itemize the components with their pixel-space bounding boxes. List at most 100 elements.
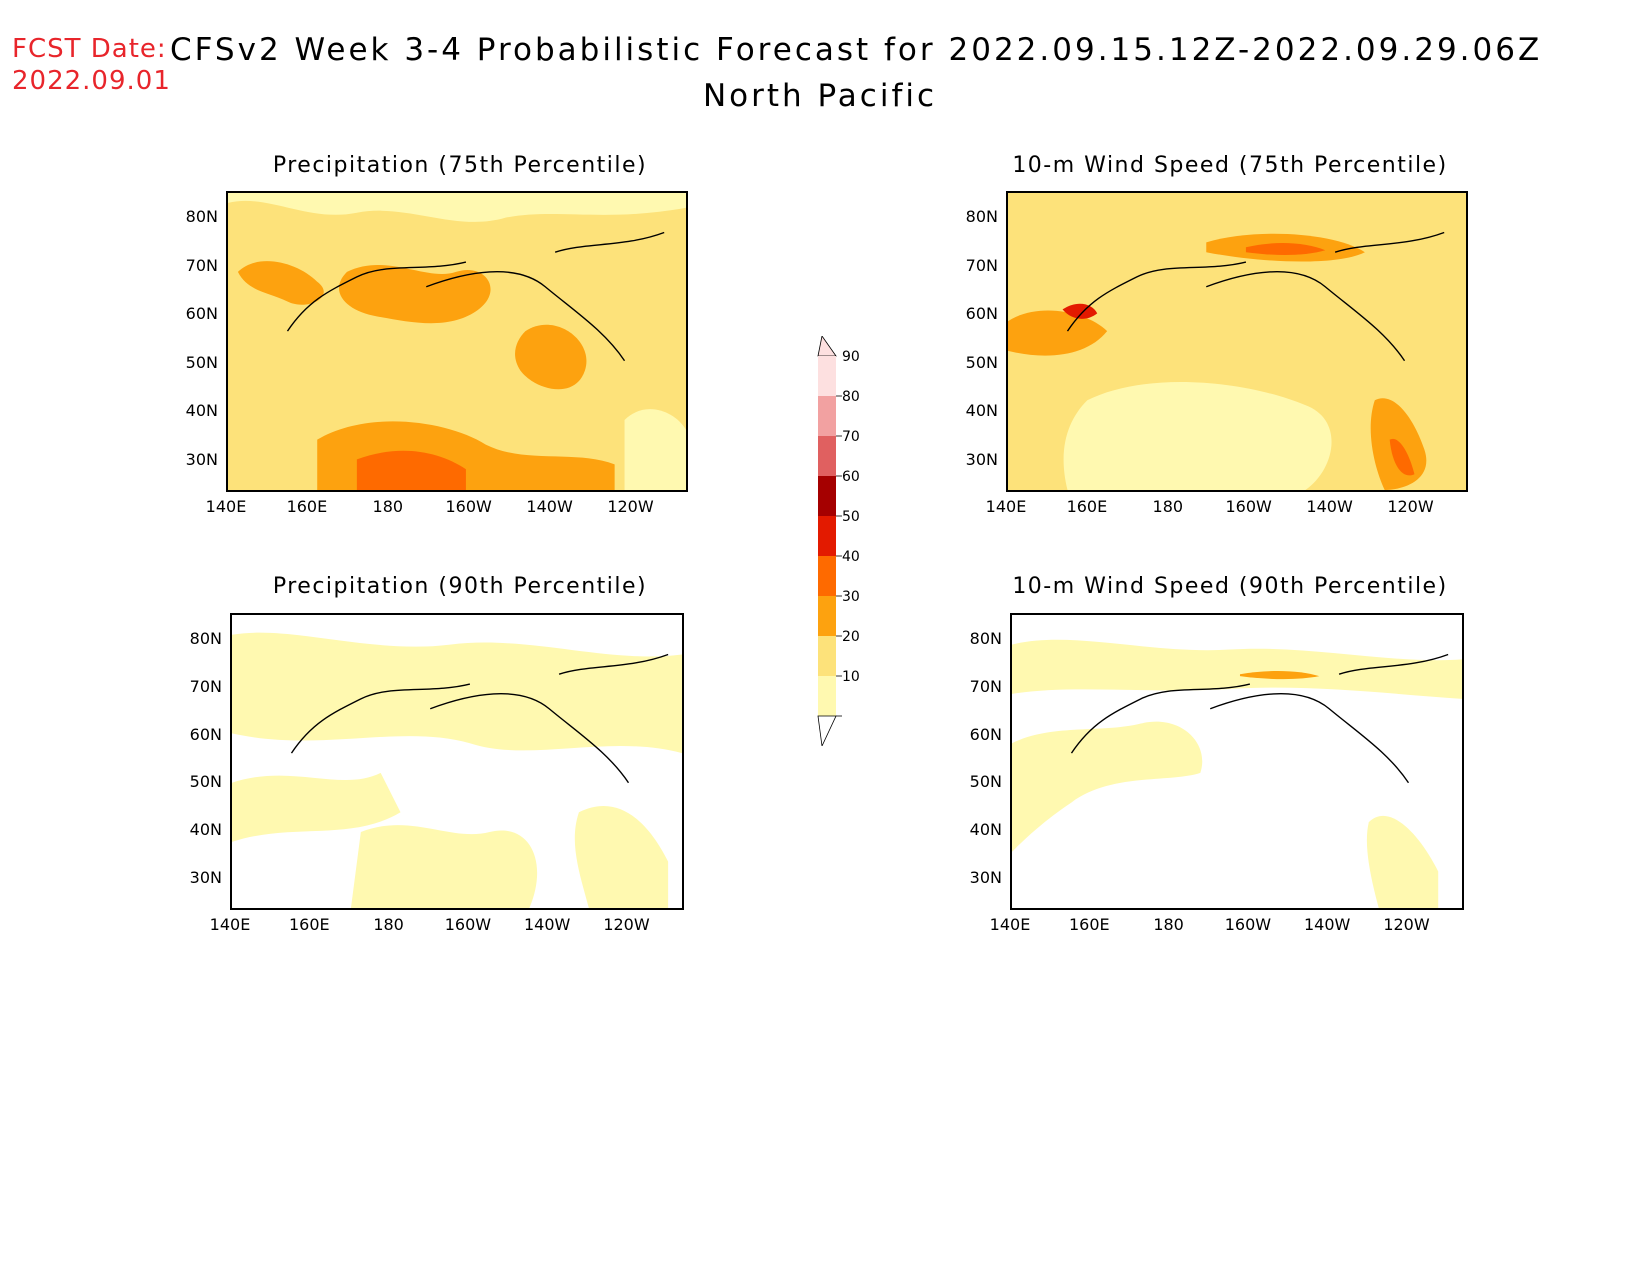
colorbar-label: 90 [842, 349, 860, 365]
map-precip-75 [226, 191, 688, 492]
lon-tick-label: 120W [603, 915, 650, 934]
lon-tick-label: 160E [286, 497, 328, 516]
lon-tick-label: 120W [607, 497, 654, 516]
coastline [1070, 683, 1251, 754]
fcst-date-value: 2022.09.01 [12, 66, 171, 96]
lon-tick-label: 160W [444, 915, 492, 934]
contour-low [1063, 381, 1332, 490]
lat-tick-label: 80N [189, 629, 222, 648]
contour-low [1366, 815, 1439, 908]
colorbar-segment [818, 436, 836, 476]
lat-tick-label: 70N [185, 255, 218, 275]
colorbar-segment [818, 636, 836, 676]
colorbar-label: 40 [842, 549, 860, 565]
colorbar-label: 70 [842, 429, 860, 445]
contour-high [1245, 243, 1326, 255]
coastline [554, 231, 665, 253]
contour-low [228, 193, 686, 222]
panel-title-wind-90: 10-m Wind Speed (90th Percentile) [1012, 574, 1448, 599]
lon-tick-label: 180 [1152, 497, 1184, 516]
lat-tick-label: 40N [965, 401, 998, 421]
coastline [426, 271, 626, 362]
lat-tick-label: 50N [185, 352, 218, 372]
lat-tick-label: 40N [969, 820, 1002, 840]
contour-mid [338, 264, 491, 324]
lon-tick-label: 140E [985, 497, 1027, 516]
map-wind-75 [1006, 191, 1468, 492]
colorbar-segment [818, 396, 836, 436]
colorbar-top-arrow [817, 335, 837, 357]
coastline [1066, 261, 1247, 332]
colorbar-segment [818, 476, 836, 516]
lon-tick-label: 180 [372, 497, 404, 516]
colorbar-label: 30 [842, 589, 860, 605]
lat-tick-label: 30N [189, 868, 222, 887]
contour-low [232, 632, 682, 754]
lon-tick-label: 160W [1224, 915, 1272, 934]
lon-tick-label: 140E [209, 915, 251, 934]
region-title: North Pacific [702, 78, 938, 114]
colorbar-segment [818, 596, 836, 636]
panel-title-precip-75: Precipitation (75th Percentile) [272, 153, 648, 178]
lat-tick-label: 60N [969, 724, 1002, 744]
lon-tick-label: 140E [989, 915, 1031, 934]
colorbar-label: 60 [842, 469, 860, 485]
colorbar-segment [818, 356, 836, 396]
lat-tick-label: 60N [185, 304, 218, 324]
lat-tick-label: 50N [189, 772, 222, 792]
panel-title-precip-90: Precipitation (90th Percentile) [272, 574, 648, 599]
colorbar-bottom-arrow [817, 715, 837, 748]
lon-tick-label: 140W [1306, 497, 1353, 516]
coastline [429, 693, 630, 784]
colorbar-segment [818, 556, 836, 596]
contour-low [1012, 639, 1462, 699]
colorbar-label: 10 [842, 669, 860, 685]
colorbar-graphic [817, 335, 842, 748]
lat-tick-label: 80N [185, 207, 218, 226]
lat-tick-label: 30N [969, 868, 1002, 887]
coastline [558, 653, 669, 675]
panel-title-wind-75: 10-m Wind Speed (75th Percentile) [1012, 153, 1448, 178]
contour-high [1389, 438, 1415, 476]
coastline [1338, 653, 1449, 675]
lon-tick-label: 180 [1153, 915, 1184, 934]
lat-tick-label: 70N [189, 676, 222, 696]
lon-tick-label: 180 [373, 915, 404, 934]
lat-tick-label: 40N [189, 820, 222, 840]
colorbar [810, 335, 870, 748]
coastline [286, 261, 467, 332]
main-title: CFSv2 Week 3-4 Probabilistic Forecast fo… [170, 32, 1543, 68]
lon-tick-label: 160E [1068, 915, 1110, 934]
colorbar-label: 50 [842, 509, 860, 525]
lat-tick-label: 60N [189, 724, 222, 744]
coastline [290, 683, 471, 754]
coastline [1334, 231, 1445, 253]
colorbar-segment [818, 516, 836, 556]
contour-low [350, 825, 538, 908]
lon-tick-label: 160E [288, 915, 330, 934]
lon-tick-label: 120W [1383, 915, 1430, 934]
contour-low [1012, 721, 1203, 852]
lat-tick-label: 80N [965, 207, 998, 226]
fcst-date-label: FCST Date: [12, 34, 167, 64]
lon-tick-label: 140W [1304, 915, 1351, 934]
lon-tick-label: 160E [1066, 497, 1108, 516]
lat-tick-label: 60N [965, 304, 998, 324]
colorbar-label: 80 [842, 389, 860, 405]
map-wind-90 [1010, 613, 1464, 910]
lat-tick-label: 70N [969, 676, 1002, 696]
contour-mid [1008, 310, 1108, 356]
contour-low [232, 772, 401, 842]
coastline [1206, 271, 1406, 362]
colorbar-segment [818, 676, 836, 716]
lat-tick-label: 70N [965, 255, 998, 275]
lon-tick-label: 140W [526, 497, 573, 516]
lat-tick-label: 50N [965, 352, 998, 372]
lon-tick-label: 140W [524, 915, 571, 934]
contour-low [574, 806, 669, 908]
contour-mid [515, 324, 587, 390]
contour-mid [237, 261, 324, 305]
map-precip-90 [230, 613, 684, 910]
colorbar-label: 20 [842, 629, 860, 645]
lat-tick-label: 30N [965, 450, 998, 469]
